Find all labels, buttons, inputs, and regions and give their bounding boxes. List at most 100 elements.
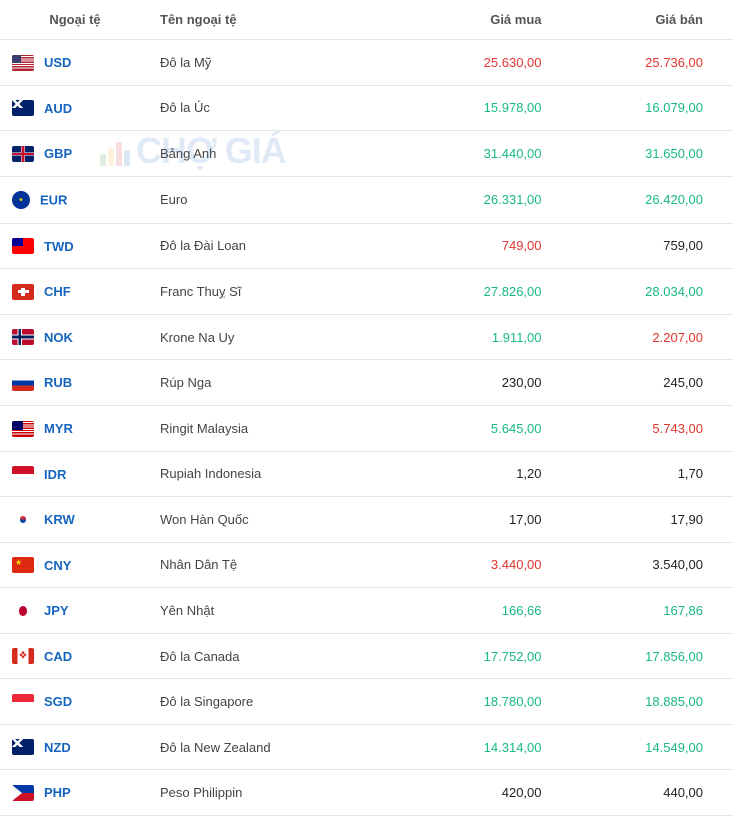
- buy-price: 3.440,00: [410, 542, 572, 588]
- currency-name: Rupiah Indonesia: [150, 451, 410, 497]
- sell-price: 26.420,00: [572, 176, 733, 223]
- nok-flag-icon: [12, 329, 34, 345]
- buy-price: 1.911,00: [410, 314, 572, 360]
- buy-price: 230,00: [410, 360, 572, 406]
- table-row: CADĐô la Canada17.752,0017.856,00: [0, 633, 733, 679]
- currency-name: Franc Thuỵ Sĩ: [150, 269, 410, 315]
- currency-code[interactable]: JPY: [44, 603, 69, 618]
- sell-price: 14.549,00: [572, 724, 733, 770]
- currency-code[interactable]: SGD: [44, 694, 72, 709]
- sell-price: 18.885,00: [572, 679, 733, 725]
- table-header-row: Ngoại tệ Tên ngoại tệ Giá mua Giá bán: [0, 0, 733, 40]
- currency-code-cell[interactable]: CHF: [0, 269, 150, 315]
- twd-flag-icon: [12, 238, 34, 254]
- currency-code[interactable]: AUD: [44, 101, 72, 116]
- currency-code-cell[interactable]: NZD: [0, 724, 150, 770]
- header-sell-price: Giá bán: [572, 0, 733, 40]
- currency-code[interactable]: CNY: [44, 558, 71, 573]
- buy-price: 18.780,00: [410, 679, 572, 725]
- table-row: KRWWon Hàn Quốc17,0017,90: [0, 497, 733, 543]
- aud-flag-icon: [12, 100, 34, 116]
- currency-code[interactable]: KRW: [44, 512, 75, 527]
- currency-code-cell[interactable]: NOK: [0, 314, 150, 360]
- eur-flag-icon: [12, 191, 30, 209]
- currency-code[interactable]: NZD: [44, 740, 71, 755]
- currency-code[interactable]: CAD: [44, 649, 72, 664]
- table-row: CNY Nhân Dân Tệ3.440,003.540,00: [0, 542, 733, 588]
- currency-code[interactable]: NOK: [44, 330, 73, 345]
- currency-code-cell[interactable]: CAD: [0, 633, 150, 679]
- sell-price: 25.736,00: [572, 40, 733, 86]
- sell-price: 245,00: [572, 360, 733, 406]
- currency-code-cell[interactable]: CNY: [0, 542, 150, 588]
- currency-name: Đô la Đài Loan: [150, 223, 410, 269]
- currency-code-cell[interactable]: SGD: [0, 679, 150, 725]
- currency-code-cell[interactable]: USD: [0, 40, 150, 86]
- currency-name: Đô la Singapore: [150, 679, 410, 725]
- currency-code[interactable]: PHP: [44, 786, 71, 801]
- currency-name: Nhân Dân Tệ: [150, 542, 410, 588]
- table-row: NZDĐô la New Zealand14.314,0014.549,00: [0, 724, 733, 770]
- currency-code[interactable]: USD: [44, 55, 71, 70]
- sgd-flag-icon: [12, 694, 34, 710]
- buy-price: 15.978,00: [410, 85, 572, 131]
- currency-code-cell[interactable]: JPY: [0, 588, 150, 634]
- table-row: RUBRúp Nga230,00245,00: [0, 360, 733, 406]
- buy-price: 420,00: [410, 770, 572, 816]
- currency-code[interactable]: IDR: [44, 467, 66, 482]
- chf-flag-icon: [12, 284, 34, 300]
- buy-price: 5.645,00: [410, 405, 572, 451]
- table-row: USDĐô la Mỹ25.630,0025.736,00: [0, 40, 733, 86]
- currency-name: Krone Na Uy: [150, 314, 410, 360]
- currency-code-cell[interactable]: MYR: [0, 405, 150, 451]
- cny-flag-icon: [12, 557, 34, 573]
- buy-price: 26.331,00: [410, 176, 572, 223]
- header-buy-price: Giá mua: [410, 0, 572, 40]
- table-row: EUREuro26.331,0026.420,00: [0, 176, 733, 223]
- currency-code-cell[interactable]: KRW: [0, 497, 150, 543]
- sell-price: 2.207,00: [572, 314, 733, 360]
- currency-code[interactable]: MYR: [44, 421, 73, 436]
- sell-price: 167,86: [572, 588, 733, 634]
- currency-code-cell[interactable]: RUB: [0, 360, 150, 406]
- buy-price: 27.826,00: [410, 269, 572, 315]
- gbp-flag-icon: [12, 146, 34, 162]
- currency-code-cell[interactable]: AUD: [0, 85, 150, 131]
- krw-flag-icon: [12, 512, 34, 528]
- sell-price: 1,70: [572, 451, 733, 497]
- currency-name: Đô la Úc: [150, 85, 410, 131]
- currency-code[interactable]: TWD: [44, 239, 74, 254]
- exchange-rate-table: Ngoại tệ Tên ngoại tệ Giá mua Giá bán US…: [0, 0, 733, 816]
- currency-code[interactable]: EUR: [40, 192, 67, 207]
- table-row: MYRRingit Malaysia5.645,005.743,00: [0, 405, 733, 451]
- table-row: TWDĐô la Đài Loan749,00759,00: [0, 223, 733, 269]
- currency-name: Peso Philippin: [150, 770, 410, 816]
- sell-price: 17,90: [572, 497, 733, 543]
- nzd-flag-icon: [12, 739, 34, 755]
- currency-name: Đô la New Zealand: [150, 724, 410, 770]
- sell-price: 31.650,00: [572, 131, 733, 177]
- table-row: SGD Đô la Singapore18.780,0018.885,00: [0, 679, 733, 725]
- currency-code[interactable]: GBP: [44, 146, 72, 161]
- buy-price: 166,66: [410, 588, 572, 634]
- sell-price: 3.540,00: [572, 542, 733, 588]
- currency-code-cell[interactable]: GBP: [0, 131, 150, 177]
- currency-code[interactable]: RUB: [44, 375, 72, 390]
- usd-flag-icon: [12, 55, 34, 71]
- currency-name: Ringit Malaysia: [150, 405, 410, 451]
- currency-code-cell[interactable]: TWD: [0, 223, 150, 269]
- currency-name: Đô la Canada: [150, 633, 410, 679]
- sell-price: 17.856,00: [572, 633, 733, 679]
- header-currency-code: Ngoại tệ: [0, 0, 150, 40]
- currency-name: Đô la Mỹ: [150, 40, 410, 86]
- currency-code-cell[interactable]: EUR: [0, 176, 150, 223]
- currency-code[interactable]: CHF: [44, 284, 71, 299]
- currency-code-cell[interactable]: IDR: [0, 451, 150, 497]
- rub-flag-icon: [12, 375, 34, 391]
- cad-flag-icon: [12, 648, 34, 664]
- sell-price: 440,00: [572, 770, 733, 816]
- currency-code-cell[interactable]: PHP: [0, 770, 150, 816]
- buy-price: 749,00: [410, 223, 572, 269]
- buy-price: 17,00: [410, 497, 572, 543]
- table-row: PHP Peso Philippin420,00440,00: [0, 770, 733, 816]
